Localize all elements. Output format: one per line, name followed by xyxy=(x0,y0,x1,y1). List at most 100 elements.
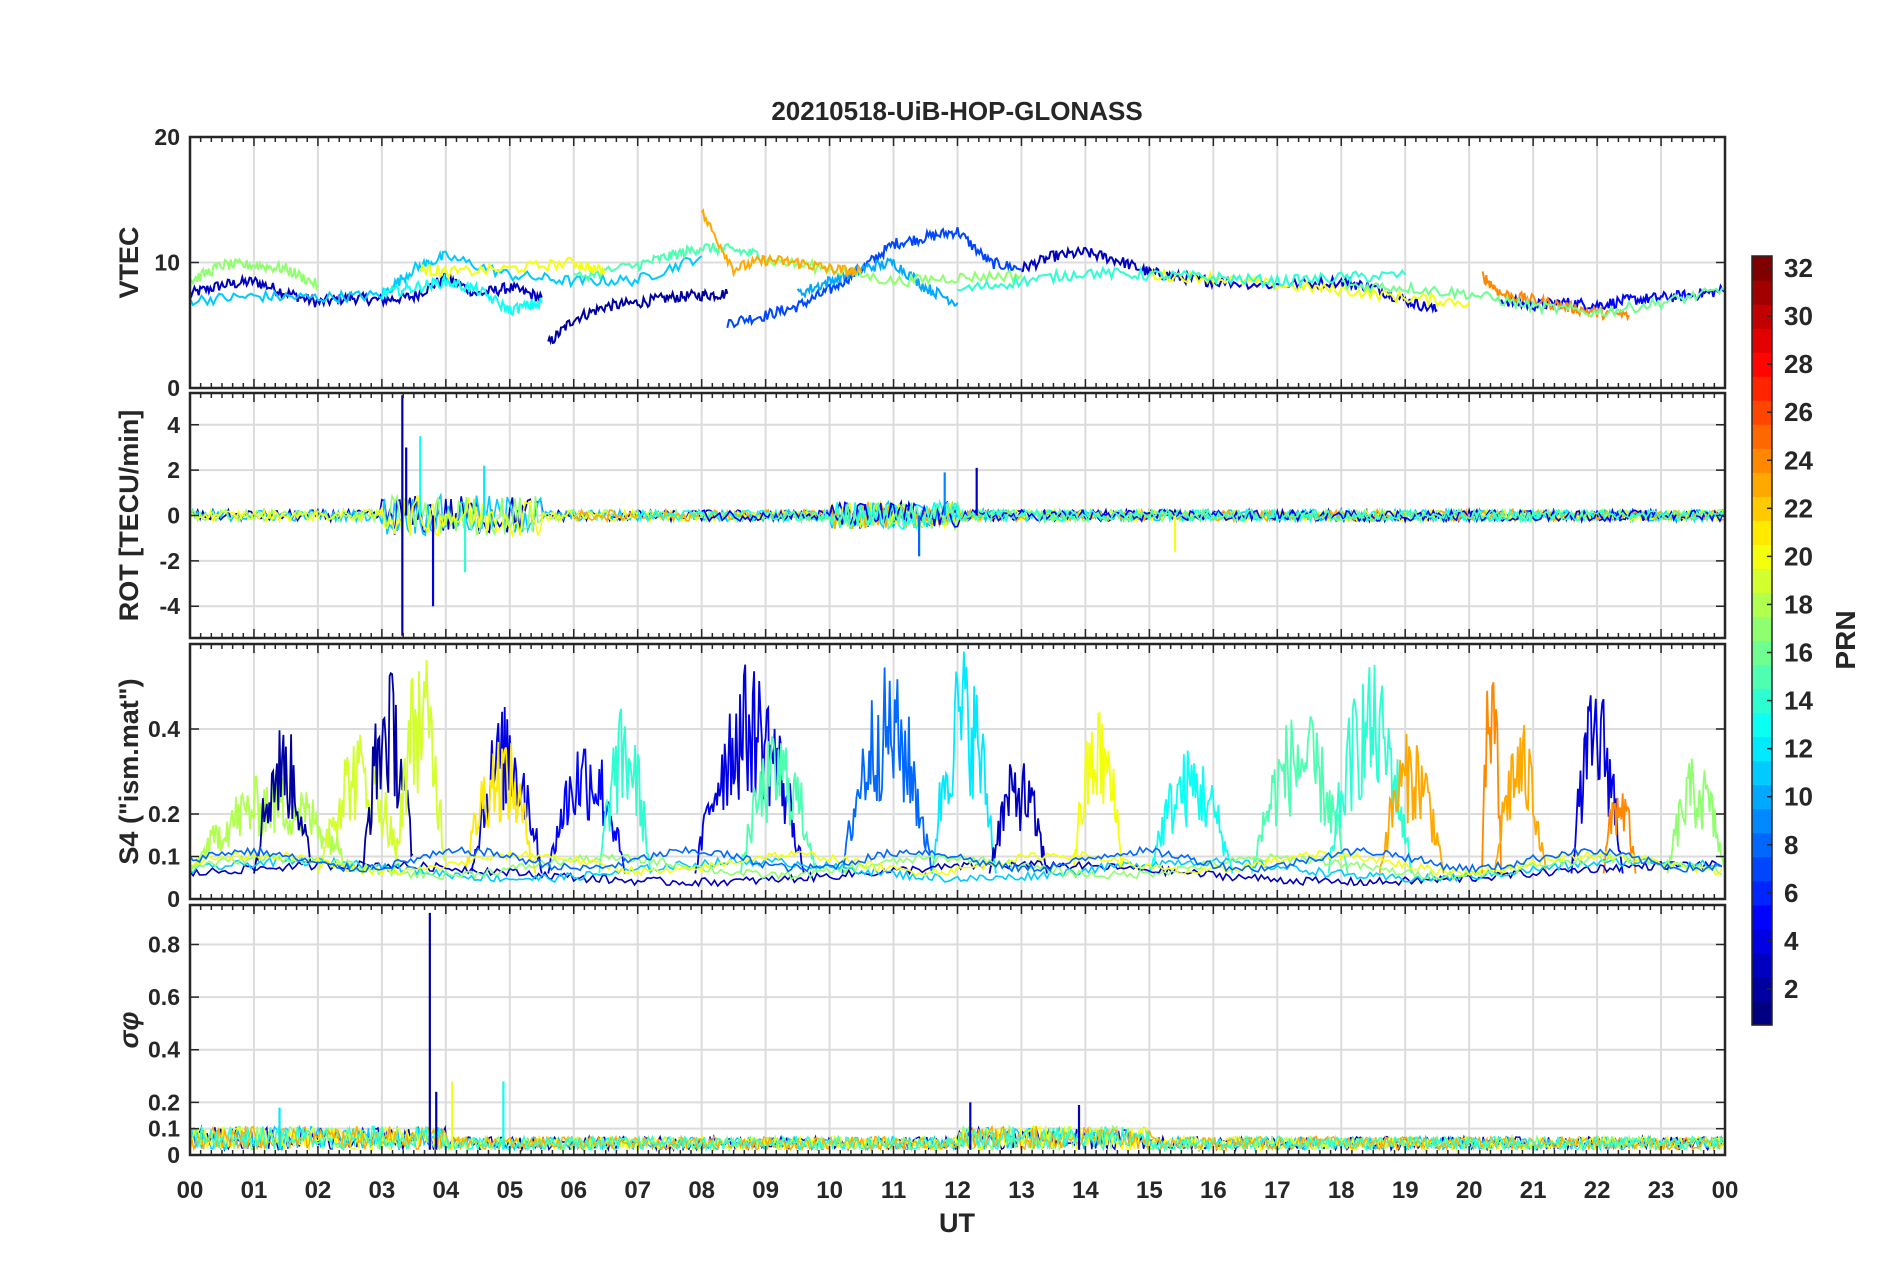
x-tick-label: 21 xyxy=(1520,1177,1547,1204)
s4-pass-prn-4 xyxy=(1570,695,1624,874)
x-tick-label: 02 xyxy=(305,1177,332,1204)
colorbar-frame xyxy=(1751,255,1773,1026)
x-tick-label: 11 xyxy=(881,1177,906,1204)
colorbar-swatch xyxy=(1752,928,1772,954)
x-tick-label: 13 xyxy=(1008,1177,1035,1204)
vtec-series-prn-3 xyxy=(190,270,543,309)
vtec-series-prn-13 xyxy=(380,272,543,317)
figure-title: 20210518-UiB-HOP-GLONASS xyxy=(771,96,1142,126)
rot-y-label: ROT [TECU/min] xyxy=(114,410,144,621)
vtec-y-tick-label: 20 xyxy=(154,124,180,150)
vtec-series-prn-20 xyxy=(419,256,606,282)
s4-baseline-prn-17 xyxy=(190,852,1723,881)
rot-ticks xyxy=(189,393,1726,638)
x-tick-label: 03 xyxy=(369,1177,396,1204)
panel-vtec: 0 10 20 VTEC xyxy=(114,124,1727,401)
rot-y-tick-label: -4 xyxy=(160,593,181,619)
x-tick-label: 15 xyxy=(1136,1177,1163,1204)
s4-baseline-prn-8 xyxy=(190,845,1723,874)
s4-pass-prn-23 xyxy=(1493,724,1547,874)
colorbar-swatch xyxy=(1752,904,1772,930)
panel-sigma_phi: 00.10.2 0.4 0.6 0.8 σφ xyxy=(114,903,1727,1168)
rot-y-tick-label: 4 xyxy=(167,412,180,438)
sigma_phi-y-tick-label: 0.8 xyxy=(148,931,180,957)
sigma_phi-y-tick-label: 0.4 xyxy=(148,1037,180,1063)
colorbar-tick-label: 28 xyxy=(1784,349,1813,379)
vtec-ticks xyxy=(189,136,1726,389)
vtec-series-prn-17 xyxy=(190,257,319,292)
s4-pass-prn-24 xyxy=(1481,682,1502,874)
rot-y-tick-label: -2 xyxy=(160,548,180,574)
colorbar-swatch xyxy=(1752,400,1772,425)
rot-y-tick-label: 2 xyxy=(167,457,180,483)
x-tick-label: 14 xyxy=(1072,1177,1099,1204)
colorbar-swatch xyxy=(1752,664,1772,690)
rot-y-tick-label: 0 xyxy=(167,503,180,529)
sigma_phi-y-label: σφ xyxy=(114,1012,144,1049)
s4-pass-prn-23 xyxy=(1378,733,1445,874)
s4-pass-prn-2 xyxy=(253,730,312,874)
colorbar-swatch xyxy=(1752,952,1772,978)
x-tick-label: 17 xyxy=(1264,1177,1291,1204)
colorbar-tick-label: 18 xyxy=(1784,589,1813,619)
colorbar-swatch xyxy=(1752,472,1772,497)
x-tick-label: 10 xyxy=(816,1177,843,1204)
s4-pass-prn-19 xyxy=(393,659,446,874)
x-tick-label: 08 xyxy=(688,1177,715,1204)
x-axis-label: UT xyxy=(939,1208,975,1238)
s4-pass-prn-19 xyxy=(317,734,401,874)
colorbar-swatch xyxy=(1752,808,1772,834)
x-tick-label: 19 xyxy=(1392,1177,1419,1204)
vtec-series-prn-10 xyxy=(796,257,959,307)
s4-y-tick-label: 0 xyxy=(167,886,180,912)
colorbar-swatch xyxy=(1752,784,1772,810)
vtec-series-prn-5 xyxy=(1500,283,1725,313)
colorbar-tick-label: 2 xyxy=(1784,974,1798,1004)
s4-y-tick-label: 0.2 xyxy=(148,801,180,827)
colorbar-swatch xyxy=(1752,304,1772,329)
colorbar-swatch xyxy=(1752,688,1772,714)
colorbar-swatch xyxy=(1752,880,1772,906)
x-tick-label: 09 xyxy=(752,1177,779,1204)
x-tick-label: 04 xyxy=(432,1177,459,1204)
colorbar-swatch xyxy=(1752,256,1772,281)
s4-y-tick-label: 0.4 xyxy=(148,716,180,742)
s4-pass-prn-5 xyxy=(547,748,626,874)
colorbar-tick-label: 10 xyxy=(1784,782,1813,812)
s4-pass-prn-24 xyxy=(1602,793,1637,874)
s4-pass-prn-18 xyxy=(190,773,356,874)
colorbar-tick-label: 14 xyxy=(1784,686,1813,716)
colorbar-tick-label: 6 xyxy=(1784,878,1798,908)
colorbar-tick-label: 8 xyxy=(1784,830,1798,860)
sigma_phi-y-tick-label: 0 xyxy=(167,1142,180,1168)
colorbar-swatch xyxy=(1752,520,1772,545)
vtec-y-tick-label: 0 xyxy=(167,375,180,401)
colorbar-swatch xyxy=(1752,712,1772,738)
s4-pass-prn-14 xyxy=(1327,664,1413,874)
s4-pass-prn-13 xyxy=(1148,750,1234,874)
colorbar-tick-label: 26 xyxy=(1784,397,1813,427)
s4-y-label: S4 ("ism.mat") xyxy=(114,678,144,864)
s4-pass-prn-3 xyxy=(988,763,1048,874)
colorbar-tick-label: 32 xyxy=(1784,253,1813,283)
vtec-y-label: VTEC xyxy=(114,226,144,298)
colorbar-swatch xyxy=(1752,640,1772,666)
rot-data xyxy=(190,395,1725,636)
x-tick-label: 07 xyxy=(624,1177,651,1204)
sigma_phi-y-tick-label: 0.1 xyxy=(148,1116,180,1142)
colorbar-swatch xyxy=(1752,352,1772,377)
colorbar-swatch xyxy=(1752,496,1772,521)
x-tick-label: 18 xyxy=(1328,1177,1355,1204)
s4-pass-prn-15 xyxy=(739,736,818,874)
colorbar-swatch xyxy=(1752,328,1772,353)
colorbar-swatch xyxy=(1752,568,1772,594)
x-tick-labels: 00 01 02 03 04 05 06 07 08 09 10 11 12 13 14 15 16 17 18 19… xyxy=(177,1177,1739,1204)
s4-pass-prn-12 xyxy=(931,651,997,874)
s4-pass-prn-20 xyxy=(1071,711,1125,874)
vtec-series-prn-16 xyxy=(1341,279,1725,318)
s4-pass-prn-15 xyxy=(1250,716,1349,874)
rot-series-prn-15 xyxy=(765,501,1725,531)
